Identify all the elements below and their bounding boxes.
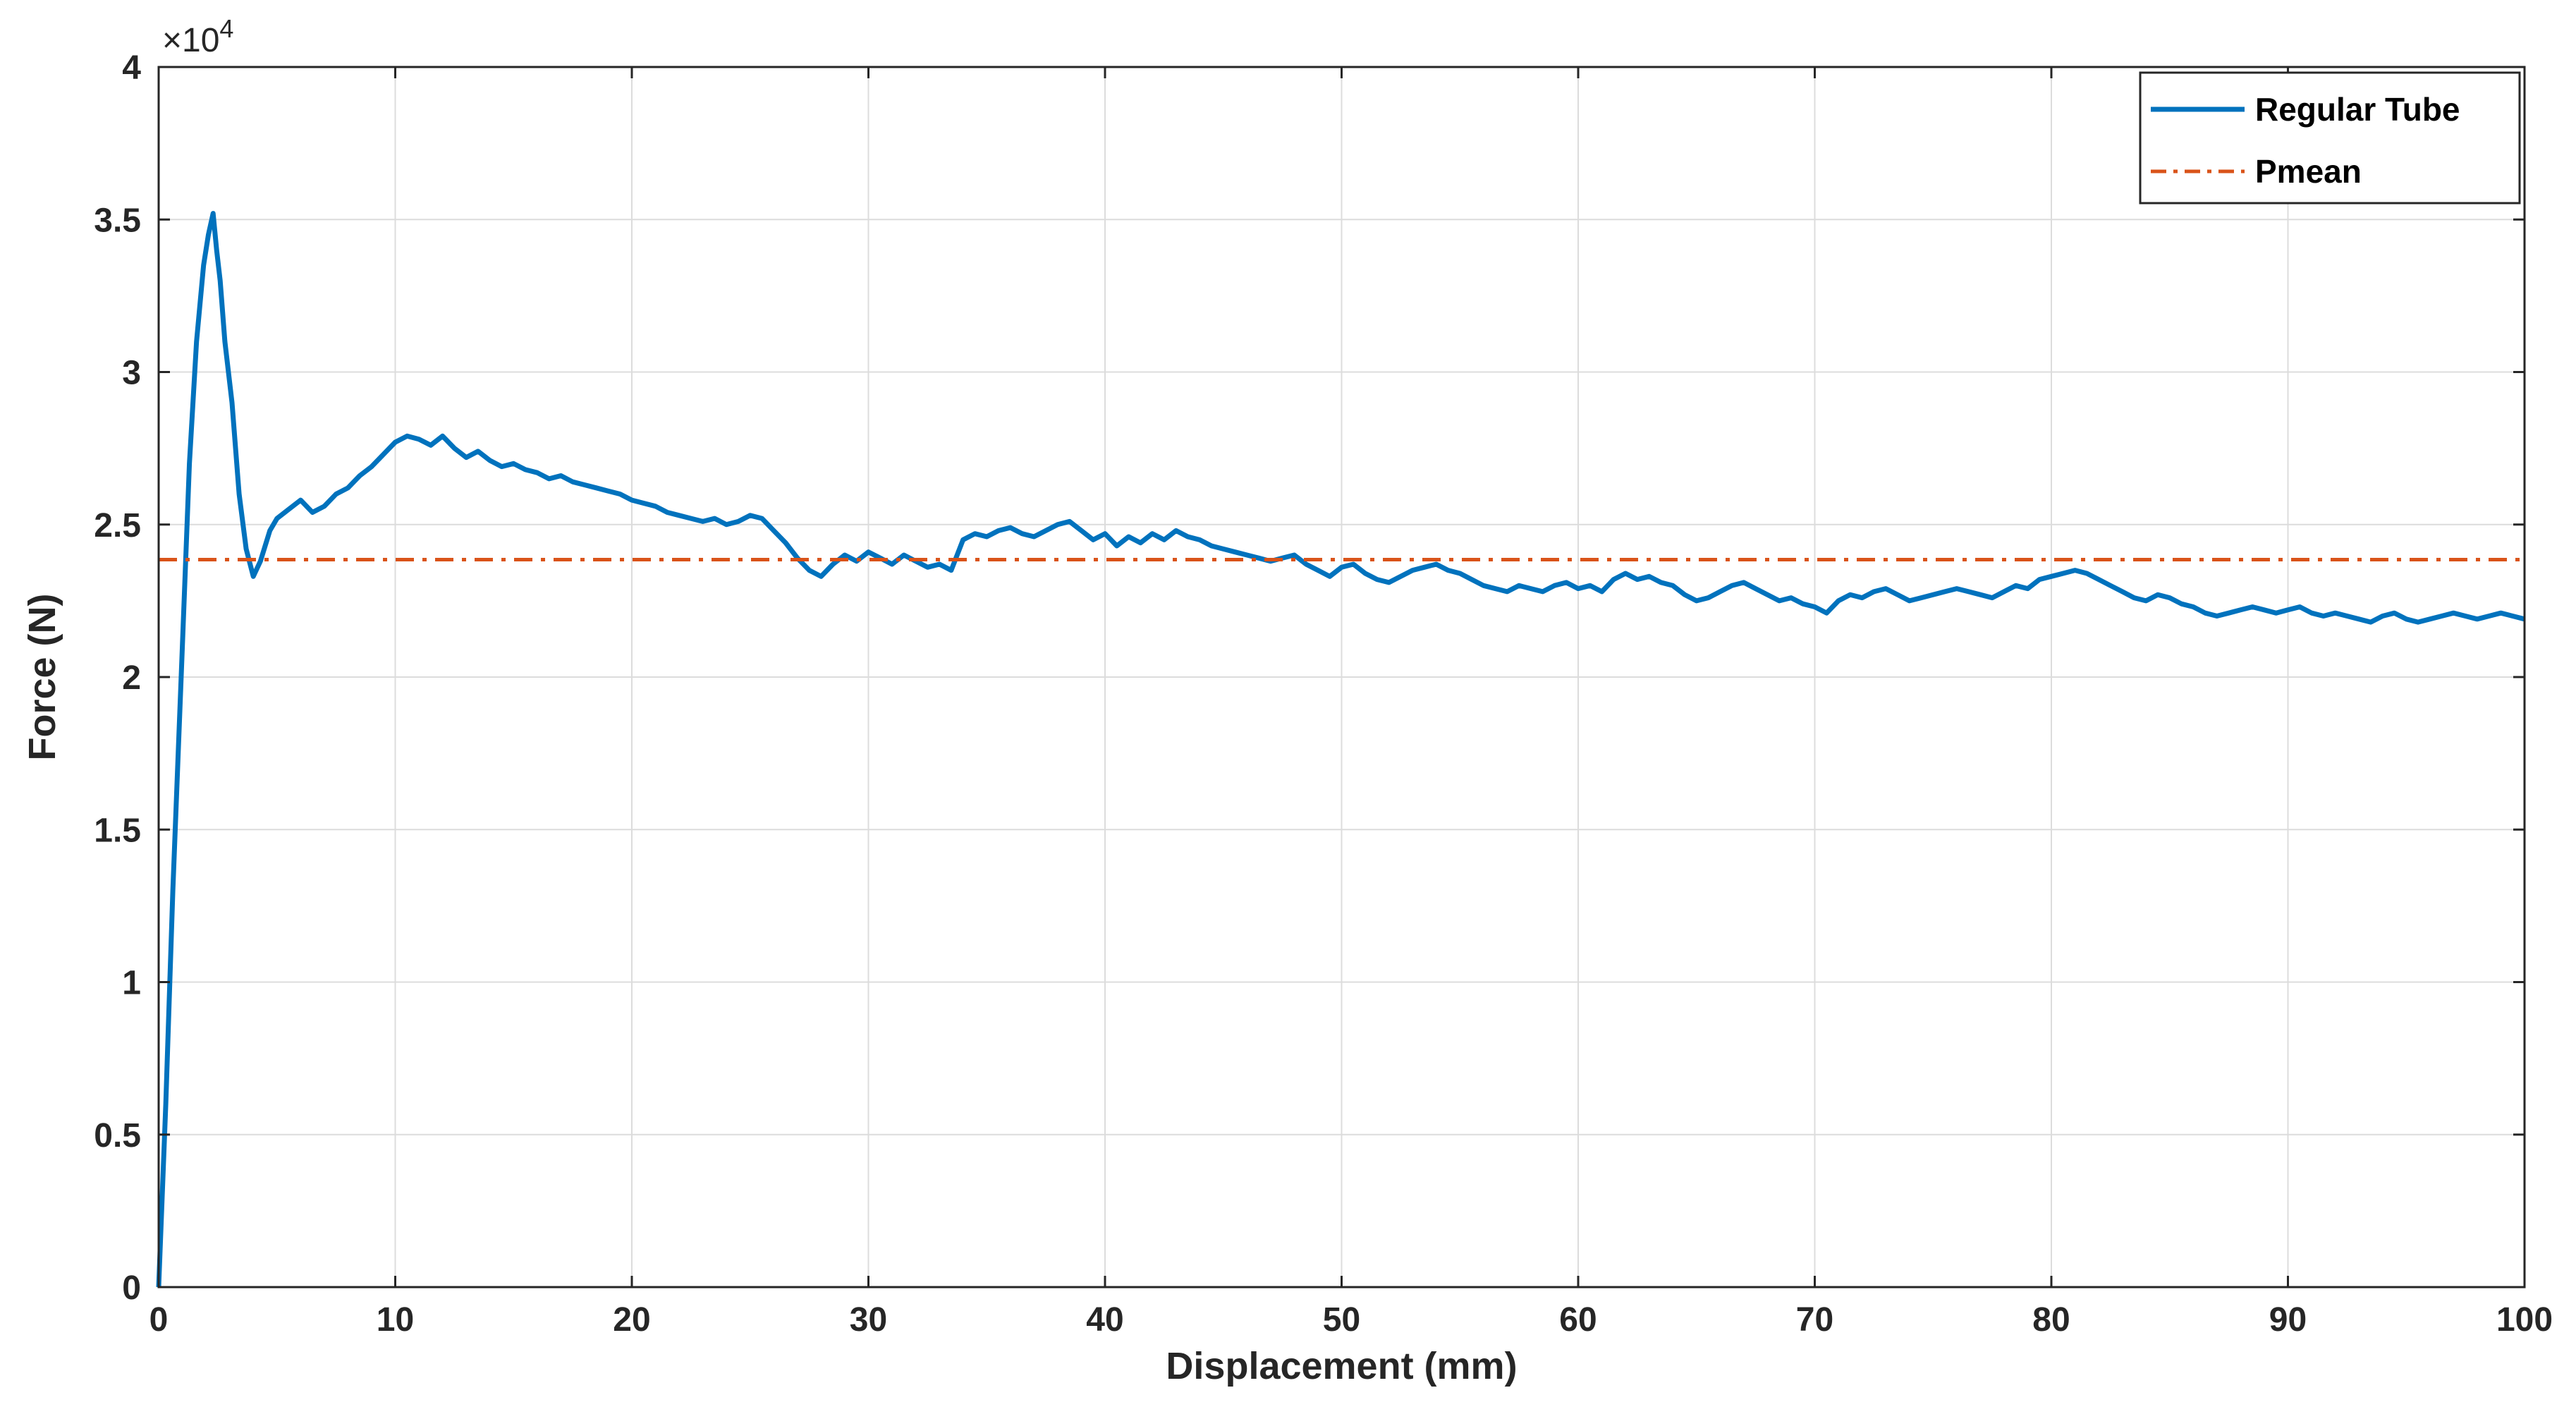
y-tick-label: 3 — [122, 355, 141, 392]
x-tick-label: 70 — [1796, 1301, 1833, 1339]
axis-labels: Displacement (mm) Force (N) ×104 — [21, 14, 1518, 1387]
legend-label-regular-tube: Regular Tube — [2255, 91, 2460, 128]
legend-box — [2139, 71, 2521, 205]
y-tick-label: 1 — [122, 965, 141, 1002]
x-tick-label: 40 — [1086, 1301, 1123, 1339]
series-line-regular-tube — [156, 211, 2525, 1288]
y-axis-exponent: ×104 — [162, 14, 233, 59]
y-tick-label: 1.5 — [94, 812, 141, 849]
x-tick-label: 100 — [2496, 1301, 2553, 1339]
y-tick-label: 2.5 — [94, 507, 141, 544]
y-axis-label: Force (N) — [21, 593, 63, 760]
y-tick-label: 3.5 — [94, 202, 141, 239]
y-tick-label: 0 — [122, 1269, 141, 1307]
legend-label-pmean: Pmean — [2255, 153, 2362, 190]
x-tick-label: 0 — [149, 1301, 169, 1339]
x-tick-label: 20 — [613, 1301, 650, 1339]
x-axis-label: Displacement (mm) — [1166, 1345, 1517, 1387]
x-tick-label: 60 — [1559, 1301, 1597, 1339]
x-tick-label: 10 — [377, 1301, 414, 1339]
y-exponent-power: 4 — [219, 14, 233, 43]
x-tick-label: 50 — [1323, 1301, 1360, 1339]
y-tick-label: 4 — [122, 49, 141, 87]
axis-ticks: 0 10 20 30 40 50 60 70 80 90 100 0 0.5 1 1.5 2 2.5 3 3.5 4 — [94, 49, 2553, 1339]
y-tick-label: 0.5 — [94, 1117, 141, 1155]
x-tick-label: 30 — [850, 1301, 887, 1339]
x-tick-label: 80 — [2032, 1301, 2070, 1339]
y-exponent-multiplier: ×10 — [162, 22, 219, 59]
y-tick-label: 2 — [122, 659, 141, 697]
series-layer — [156, 211, 2525, 1288]
legend: Regular Tube Pmean — [2139, 71, 2521, 205]
grid-lines — [158, 66, 2525, 1288]
x-tick-label: 90 — [2269, 1301, 2307, 1339]
